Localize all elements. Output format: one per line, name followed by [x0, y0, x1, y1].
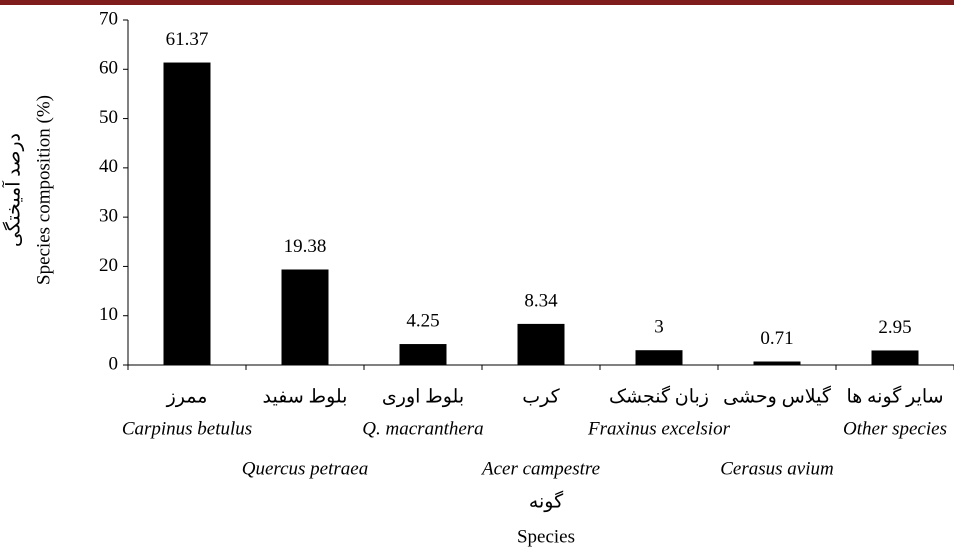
data-label: 0.71 — [760, 328, 793, 349]
data-label: 4.25 — [406, 310, 439, 331]
y-axis-label: Species composition (%) — [33, 95, 54, 285]
x-axis-label: گونه — [529, 489, 564, 512]
y-tick-label: 60 — [99, 58, 118, 79]
x-tick-label: سایر گونه ها — [846, 384, 943, 407]
bar — [635, 350, 683, 365]
data-label: 3 — [654, 317, 664, 338]
x-axis-label: Species — [517, 526, 575, 547]
x-tick-label: گیلاس وحشی — [723, 384, 832, 407]
data-label: 2.95 — [878, 317, 911, 338]
x-tick-label: بلوط اوری — [382, 386, 464, 407]
x-tick-label-latin: Quercus petraea — [242, 458, 368, 479]
bar — [517, 323, 565, 365]
x-tick-label: زبان گنجشک — [609, 384, 709, 407]
x-tick-label-latin: Fraxinus excelsior — [587, 418, 731, 439]
y-tick-label: 10 — [99, 304, 118, 325]
x-tick-label-latin: Acer campestre — [480, 458, 600, 479]
y-tick-label: 30 — [99, 206, 118, 227]
y-tick-label: 50 — [99, 107, 118, 128]
y-tick-label: 40 — [99, 156, 118, 177]
x-tick-label: ممرز — [166, 386, 208, 407]
data-label: 19.38 — [284, 236, 327, 257]
data-label: 8.34 — [524, 290, 558, 311]
x-tick-label: بلوط سفید — [263, 386, 348, 407]
data-label: 61.37 — [166, 29, 209, 50]
y-tick-label: 70 — [99, 8, 118, 29]
x-tick-label: کرب — [522, 386, 560, 407]
x-tick-label-latin: Other species — [843, 418, 947, 439]
y-tick-label: 0 — [109, 353, 119, 374]
bar — [871, 350, 919, 365]
y-tick-label: 20 — [99, 255, 118, 276]
x-tick-label-latin: Cerasus avium — [720, 458, 833, 479]
bar — [399, 344, 447, 365]
x-tick-label-latin: Carpinus betulus — [122, 418, 252, 439]
x-tick-label-latin: Q. macranthera — [362, 418, 483, 439]
bar — [753, 361, 801, 365]
bar — [281, 269, 329, 365]
y-axis-label: درصد آمیختگی — [1, 133, 24, 247]
bar — [163, 62, 211, 366]
header-strip — [0, 0, 954, 5]
